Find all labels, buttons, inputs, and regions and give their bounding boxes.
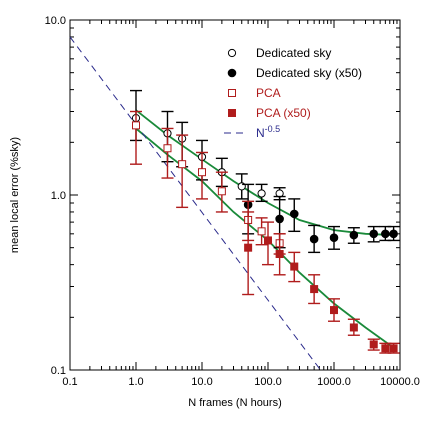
- data-point: [275, 250, 284, 259]
- legend-label: Dedicated sky: [256, 46, 331, 60]
- axis-ticks: 0.1 1.0 10.0 100.0 1000.0 10000.0 0.1 1.0 10.0: [45, 15, 420, 388]
- data-point: [381, 229, 390, 239]
- legend-marker: [227, 48, 237, 58]
- data-point: [290, 262, 299, 271]
- data-point: [264, 236, 272, 245]
- data-point: [369, 229, 379, 239]
- data-point: [389, 229, 398, 239]
- legend-marker: [228, 89, 236, 97]
- x-tick-label: 0.1: [62, 376, 77, 388]
- data-point: [289, 209, 299, 219]
- legend: Dedicated sky Dedicated sky (x50) PCA PCA (…: [224, 46, 362, 140]
- data-point: [330, 306, 338, 315]
- y-tick-label: 10.0: [45, 15, 66, 27]
- data-point: [309, 234, 319, 244]
- data-point: [389, 344, 398, 353]
- x-tick-label: 10.0: [191, 376, 212, 388]
- y-tick-label: 0.1: [51, 365, 66, 377]
- reference-line: [69, 36, 321, 371]
- data-point: [244, 243, 253, 252]
- series-filled-circle: [242, 183, 400, 254]
- y-axis-label: mean local error (%sky): [9, 137, 21, 253]
- x-tick-label: 1.0: [128, 376, 143, 388]
- data-point: [257, 227, 266, 236]
- y-tick-label: 1.0: [51, 190, 66, 202]
- legend-marker: [228, 109, 236, 117]
- series-group: [130, 89, 400, 354]
- x-axis-label: N frames (N hours): [188, 397, 282, 409]
- legend-label: PCA: [256, 86, 281, 100]
- data-point: [132, 121, 140, 130]
- data-point: [257, 189, 266, 198]
- x-tick-label: 1000.0: [317, 376, 351, 388]
- x-tick-label: 100.0: [254, 376, 282, 388]
- reference-line-group: [69, 36, 321, 371]
- data-point: [275, 214, 284, 224]
- data-point: [369, 340, 378, 349]
- series-filled-square: [242, 211, 400, 354]
- legend-marker: [227, 68, 237, 78]
- data-point: [217, 187, 226, 196]
- data-point: [329, 233, 339, 243]
- data-point: [310, 285, 319, 294]
- data-point: [381, 344, 390, 353]
- legend-label: Dedicated sky (x50): [256, 66, 362, 80]
- data-point: [198, 168, 206, 177]
- legend-label: PCA (x50): [256, 106, 311, 120]
- legend-reference-label: N-0.5: [256, 124, 280, 140]
- data-point: [178, 160, 187, 169]
- fit-lines: [135, 109, 398, 351]
- data-point: [349, 323, 358, 332]
- data-point: [163, 144, 172, 153]
- x-tick-label: 10000.0: [380, 376, 420, 388]
- data-point: [349, 230, 359, 240]
